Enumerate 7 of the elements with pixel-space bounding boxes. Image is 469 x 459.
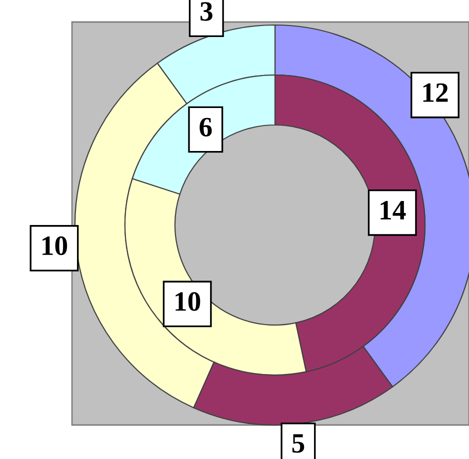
data-label: 6 — [200, 118, 212, 136]
data-label: 12 — [423, 83, 448, 102]
data-label: 14 — [380, 201, 406, 220]
data-label: 10 — [176, 292, 200, 311]
data-label: 5 — [292, 434, 304, 453]
data-label: 3 — [200, 2, 212, 21]
data-label: 10 — [42, 236, 68, 256]
